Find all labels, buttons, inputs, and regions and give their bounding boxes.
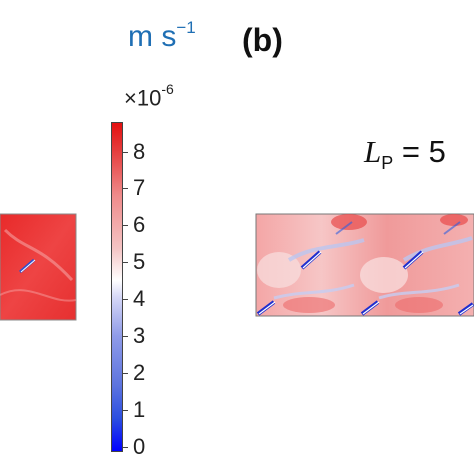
colorbar-tick	[123, 373, 128, 374]
colorbar-tick	[123, 188, 128, 189]
colorbar-tick	[123, 152, 128, 153]
colorbar	[111, 122, 123, 452]
colorbar-tick	[123, 336, 128, 337]
colorbar-tick	[123, 299, 128, 300]
unit-base: m s	[128, 20, 177, 53]
colorbar-tick-label: 0	[133, 434, 146, 459]
colorbar-tick	[123, 410, 128, 411]
colorbar-tick-label: 3	[133, 323, 146, 348]
left-panel-plot	[0, 213, 77, 321]
parameter-value: = 5	[401, 134, 446, 169]
parameter-subscript: P	[381, 153, 394, 174]
colorbar-tick	[123, 262, 128, 263]
colorbar-tick	[123, 447, 128, 448]
parameter-symbol: L	[364, 134, 382, 169]
colorbar-tick-label: 6	[133, 212, 146, 237]
colorbar-tick-label: 2	[133, 360, 146, 385]
colorbar-tick-label: 5	[133, 249, 146, 274]
inclusion-mark	[457, 302, 474, 316]
colorbar-tick	[123, 225, 128, 226]
left-panel-field	[0, 213, 77, 321]
unit-exponent: −1	[176, 18, 196, 37]
parameter-label: LP = 5	[364, 134, 446, 174]
inclusion-mark	[300, 250, 322, 270]
colorbar-tick-label: 4	[133, 286, 146, 311]
panel-label: (b)	[242, 22, 283, 58]
scale-base: ×10	[124, 85, 162, 111]
inclusion-mark	[19, 258, 35, 274]
scale-factor: ×10-6	[124, 81, 174, 111]
velocity-field-plot	[255, 213, 474, 317]
colorbar-tick-label: 7	[133, 175, 146, 200]
scale-exponent: -6	[161, 81, 174, 97]
colorbar-tick-label: 1	[133, 397, 146, 422]
inclusion-mark	[402, 250, 424, 270]
colorbar-tick-label: 8	[133, 139, 146, 164]
unit-label: m s−1	[128, 18, 196, 54]
